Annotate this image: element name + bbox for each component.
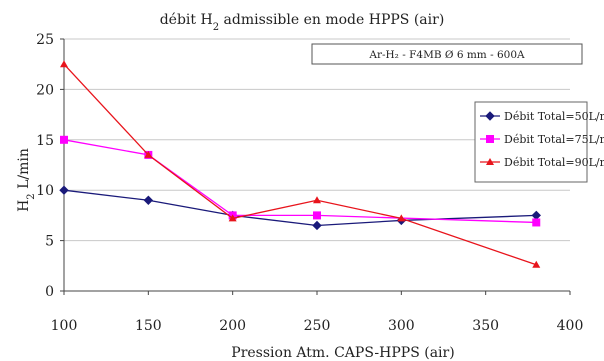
series-group [59,60,541,268]
x-tick-label-150: 150 [135,318,162,334]
legend-label-1: Débit Total=50L/min [504,110,604,123]
y-tick-label-25: 25 [36,32,54,48]
legend-marker-2 [486,135,494,143]
data-point-s1-4 [312,220,322,231]
series-1 [59,185,541,231]
legend-marker-3 [486,158,494,165]
legend-label-3: Débit Total=90L/min [504,156,604,169]
y-tick-label-20: 20 [36,82,54,98]
chart-title-rest: admissible en mode HPPS (air) [219,12,444,28]
gridlines [64,38,570,242]
legend: Débit Total=50L/min Débit Total=75L/min Dé… [474,101,604,183]
data-point-s2-4 [313,211,321,220]
tick-labels: 0 5 10 15 20 25 100 150 200 250 300 350 400 [36,32,583,334]
legend-label-2: Débit Total=75L/min [504,133,604,146]
data-point-s3-5 [397,214,406,222]
y-tick-label-10: 10 [36,183,54,199]
x-tick-label-200: 200 [219,318,246,334]
series-line-1 [63,189,537,227]
y-axis-label-rest: L/min [16,148,32,193]
y-tick-label-0: 0 [45,284,54,300]
data-point-s3-4 [313,196,321,204]
legend-marker-1 [485,111,495,121]
y-axis-label-main: H [16,200,32,212]
x-tick-label-100: 100 [51,318,78,334]
data-point-s2-1 [60,135,68,144]
y-axis-label: H2 L/min [16,148,37,212]
series-3 [60,60,541,268]
x-tick-label-300: 300 [388,318,415,334]
series-2 [60,135,541,227]
data-point-s3-1 [60,60,68,68]
data-point-s1-2 [143,195,154,205]
data-point-s3-6 [532,260,541,268]
annotation-text: Ar-H₂ - F4MB Ø 6 mm - 600A [368,49,525,61]
series-line-3 [63,63,537,266]
x-tick-label-250: 250 [304,318,331,334]
x-tick-label-350: 350 [472,318,499,334]
y-tick-label-15: 15 [36,133,54,149]
data-point-s1-6 [531,210,541,221]
annotation-box: Ar-H₂ - F4MB Ø 6 mm - 600A [311,43,583,65]
data-point-s1-1 [59,185,69,195]
y-tick-label-5: 5 [45,234,54,250]
x-axis-label: Pression Atm. CAPS-HPPS (air) [231,345,454,361]
data-point-s3-3 [228,214,237,222]
chart-title: débit H2 admissible en mode HPPS (air) [160,12,445,33]
series-line-2 [63,139,537,224]
data-point-s3-2 [144,150,153,158]
y-axis-label-sub: 2 [26,193,37,199]
x-tick-label-400: 400 [557,318,584,334]
chart-title-sub: 2 [213,22,219,33]
data-point-s2-5 [532,218,541,227]
chart-title-main: débit H [160,12,213,28]
